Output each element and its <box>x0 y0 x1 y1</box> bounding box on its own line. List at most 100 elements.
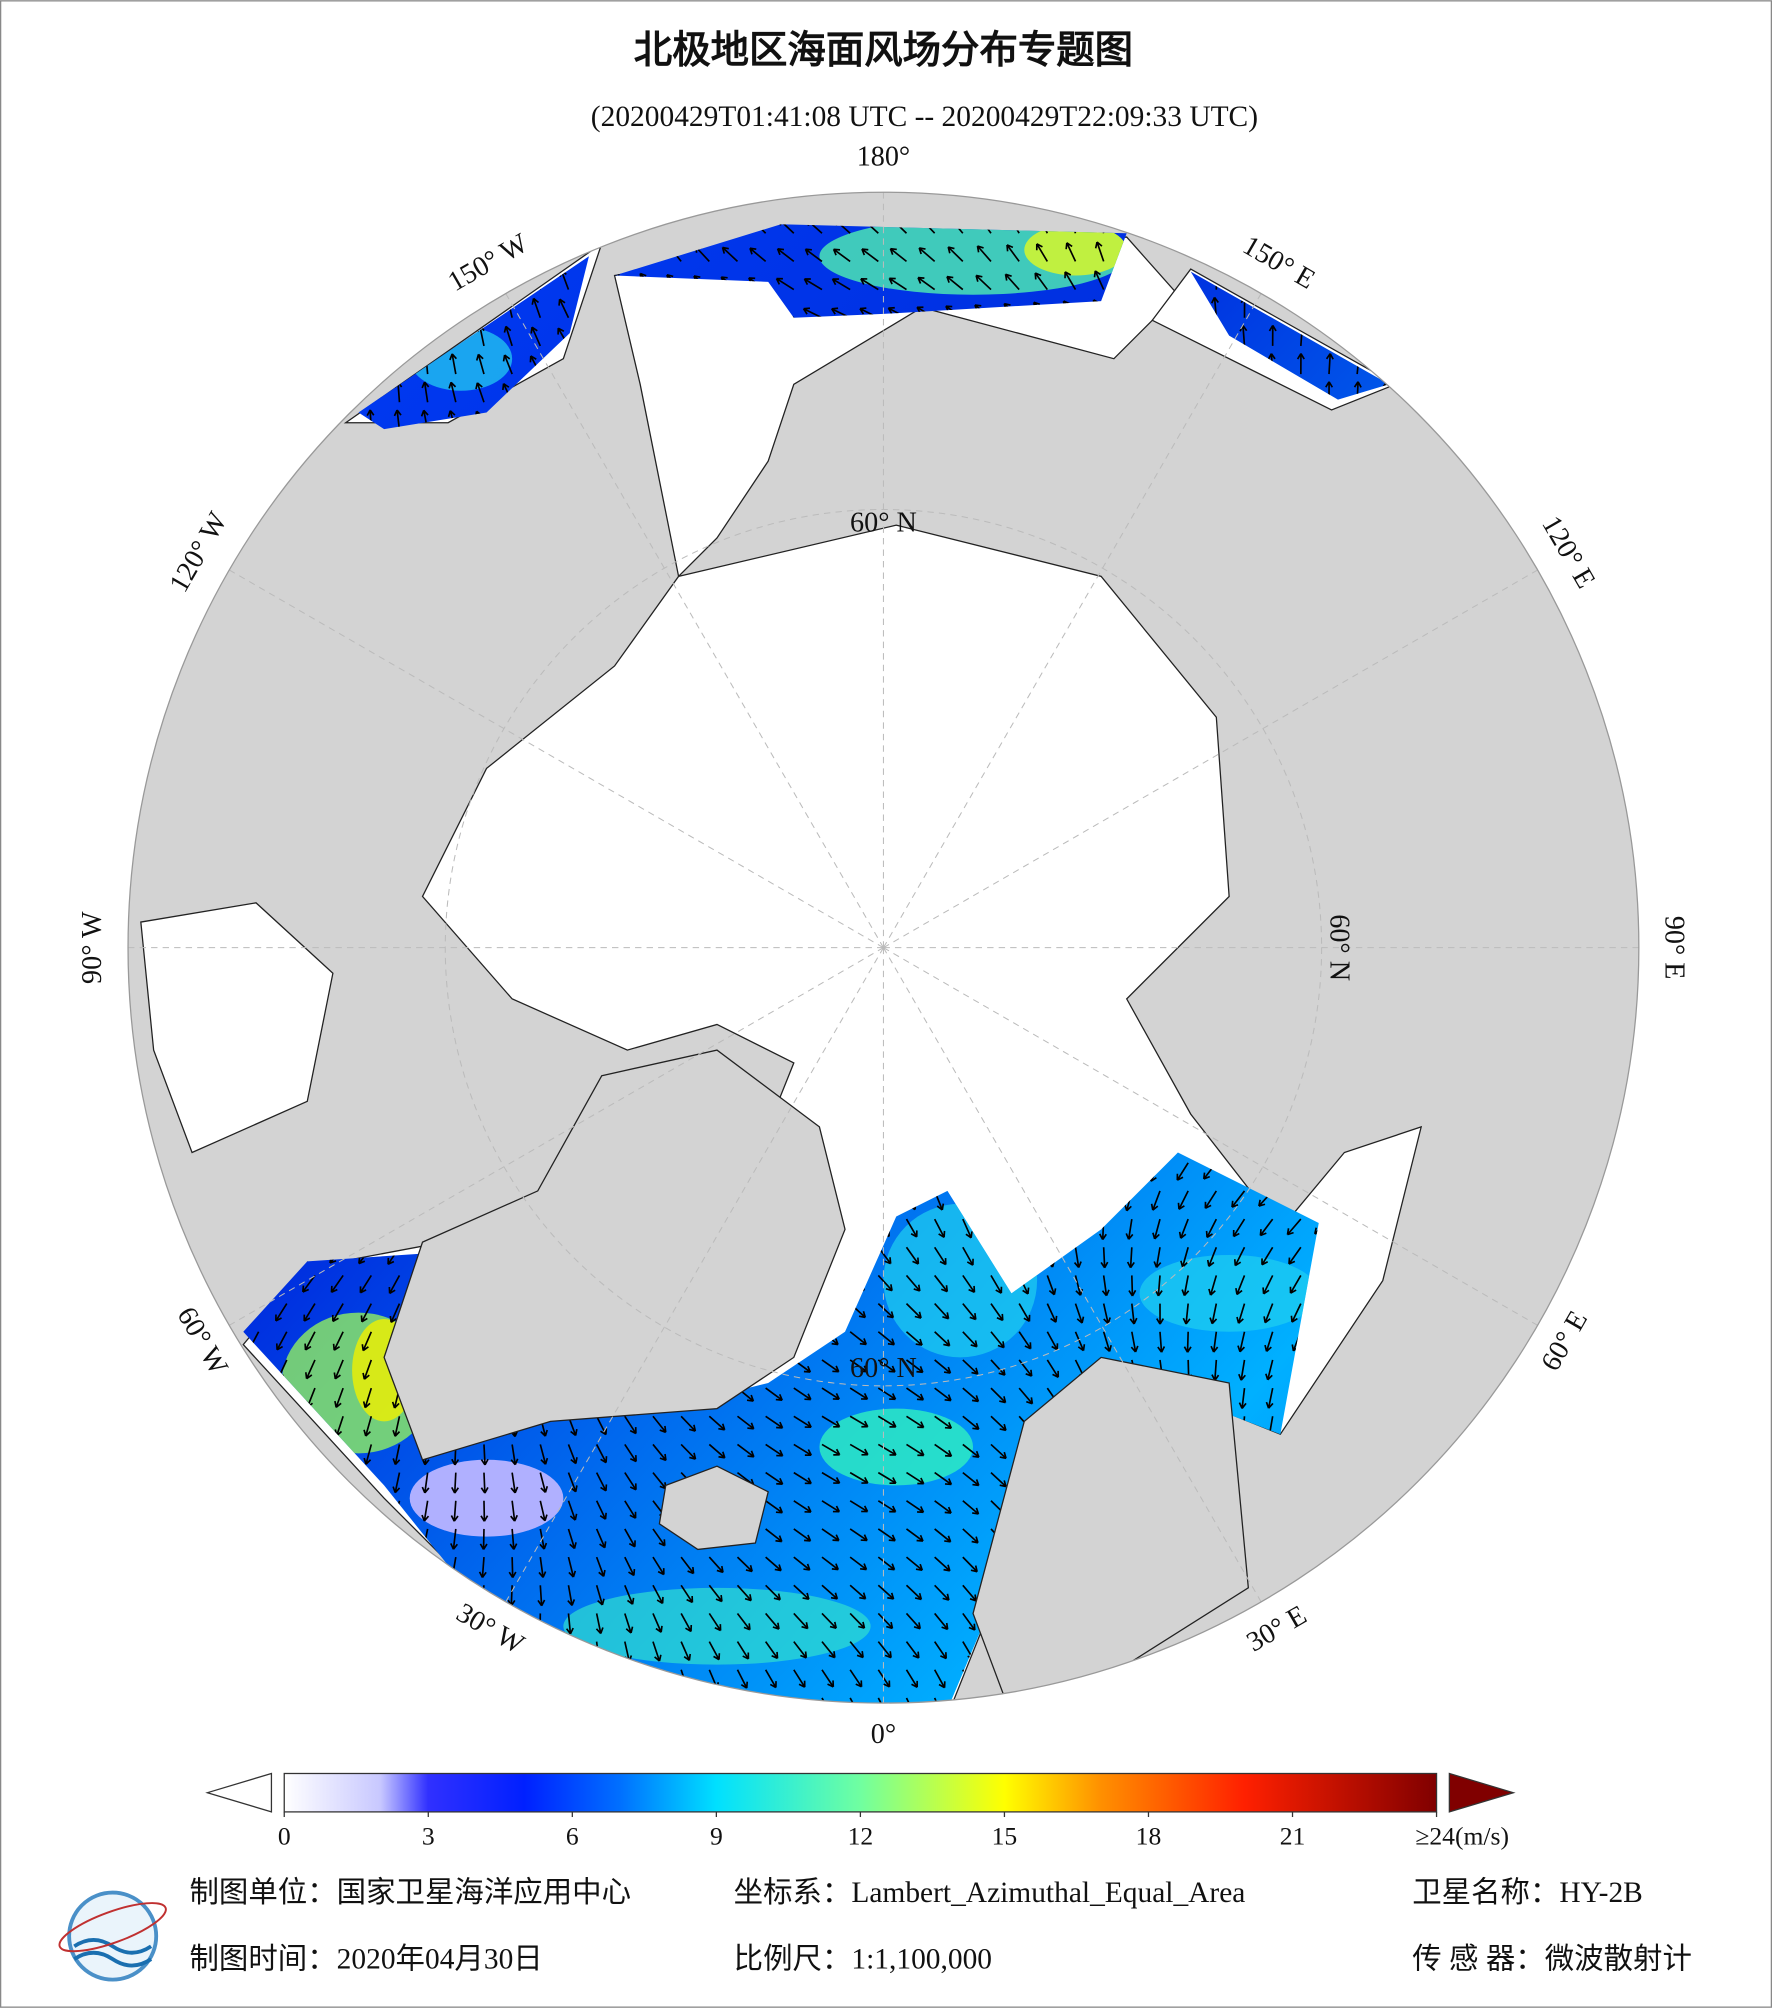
wind-arrow <box>399 187 409 205</box>
wind-arrow <box>362 1359 373 1380</box>
wind-arrow <box>793 1471 812 1485</box>
wind-arrow <box>1101 1275 1110 1297</box>
wind-arrow <box>538 1556 547 1578</box>
wind-arrow <box>370 297 379 318</box>
wind-arrow <box>363 1444 373 1465</box>
wind-arrow <box>721 246 739 263</box>
colorbar-tick-label: 3 <box>422 1822 435 1851</box>
wind-arrow <box>362 1500 373 1521</box>
wind-arrow <box>229 354 236 374</box>
wind-arrow <box>698 188 709 205</box>
wind-arrow <box>1182 1303 1191 1325</box>
wind-arrow <box>990 1275 1003 1294</box>
latitude-label: 60° N <box>1324 914 1355 981</box>
wind-arrow <box>423 324 432 346</box>
wind-arrow <box>244 1641 260 1658</box>
wind-arrow <box>1206 1669 1218 1689</box>
wind-arrow <box>849 1415 869 1428</box>
longitude-label: 60° E <box>1535 1306 1594 1377</box>
wind-arrow <box>764 1641 779 1660</box>
wind-arrow <box>450 1528 459 1550</box>
wind-arrow <box>624 1500 637 1519</box>
wind-arrow <box>474 1669 485 1690</box>
wind-arrow <box>1384 297 1390 318</box>
wind-arrow <box>359 1274 373 1294</box>
wind-arrow <box>254 465 263 487</box>
wind-arrow <box>275 1584 288 1604</box>
wind-arrow <box>1158 185 1165 205</box>
footer-date: 制图时间：2020年04月30日 <box>189 1942 542 1975</box>
wind-arrow <box>821 1359 840 1373</box>
wind-arrow <box>221 1557 230 1575</box>
wind-arrow <box>475 382 485 403</box>
wind-arrow <box>1098 185 1105 205</box>
wind-arrow <box>1177 1697 1189 1704</box>
wind-arrow <box>906 1471 925 1485</box>
wind-arrow <box>389 1303 401 1324</box>
wind-arrow <box>905 1556 924 1571</box>
colorbar-min-extend <box>205 1772 273 1813</box>
wind-arrow <box>314 269 325 290</box>
wind-arrow <box>1150 1190 1161 1211</box>
colorbar-tick-label: 15 <box>992 1822 1018 1851</box>
wind-arrow <box>1152 1218 1161 1240</box>
wind-arrow <box>533 1669 542 1691</box>
wind-arrow <box>276 1556 288 1577</box>
wind-arrow <box>849 1556 868 1571</box>
wind-arrow <box>1384 242 1390 262</box>
wind-arrow <box>906 1500 925 1514</box>
wind-arrow <box>1375 1528 1387 1549</box>
wind-arrow <box>248 1528 260 1549</box>
wind-arrow <box>793 1500 812 1513</box>
wind-arrow <box>329 1641 344 1659</box>
wind-arrow <box>1215 224 1224 234</box>
wind-arrow <box>821 1387 840 1400</box>
colorbar-tick-label: 18 <box>1136 1822 1162 1851</box>
wind-arrow <box>243 1669 260 1685</box>
parallel <box>444 508 1323 1387</box>
wind-arrow <box>595 1613 604 1635</box>
wind-arrow <box>615 224 626 234</box>
wind-arrow <box>860 278 879 291</box>
wind-arrow <box>622 1669 631 1691</box>
footer-satellite: 卫星名称：HY-2B <box>1412 1876 1643 1909</box>
wind-arrow <box>560 241 570 262</box>
wind-arrow <box>1039 186 1047 205</box>
wind-arrow <box>358 1641 372 1659</box>
wind-arrow <box>220 1585 230 1603</box>
wind-arrow <box>849 1528 868 1542</box>
wind-arrow <box>793 1669 806 1688</box>
longitude-label: 90° W <box>77 911 108 984</box>
wind-arrow <box>332 1331 344 1351</box>
wind-arrow <box>243 1697 260 1704</box>
wind-arrow <box>905 1612 921 1630</box>
longitude-label: 180° <box>857 141 911 172</box>
wind-arrow <box>418 1585 429 1606</box>
wind-arrow <box>1384 224 1390 234</box>
wind-arrow <box>510 1444 519 1466</box>
wind-arrow <box>506 268 514 290</box>
wind-arrow <box>934 1528 952 1543</box>
wind-arrow <box>1074 1275 1084 1296</box>
wind-arrow <box>888 277 907 291</box>
wind-arrow <box>511 185 518 205</box>
wind-arrow <box>1206 1246 1218 1267</box>
logo <box>58 1890 167 1982</box>
wind-arrow <box>1313 1697 1330 1704</box>
wind-arrow <box>765 1584 781 1601</box>
wind-arrow <box>509 1528 518 1550</box>
wind-arrow <box>448 1585 457 1606</box>
wind-arrow <box>360 1584 373 1605</box>
colorbar-tick-label: 6 <box>566 1822 579 1851</box>
wind-arrow <box>1318 1584 1330 1605</box>
wind-arrow <box>558 298 570 319</box>
wind-arrow <box>644 186 653 205</box>
colorbar-max-extend <box>1448 1772 1516 1813</box>
wind-arrow <box>1128 1275 1137 1297</box>
wind-arrow <box>962 1500 980 1515</box>
wind-arrow <box>680 1641 692 1662</box>
wind-arrow <box>1356 297 1365 318</box>
wind-arrow <box>1355 325 1364 347</box>
wind-arrow <box>456 186 464 205</box>
wind-arrow <box>355 1697 372 1704</box>
